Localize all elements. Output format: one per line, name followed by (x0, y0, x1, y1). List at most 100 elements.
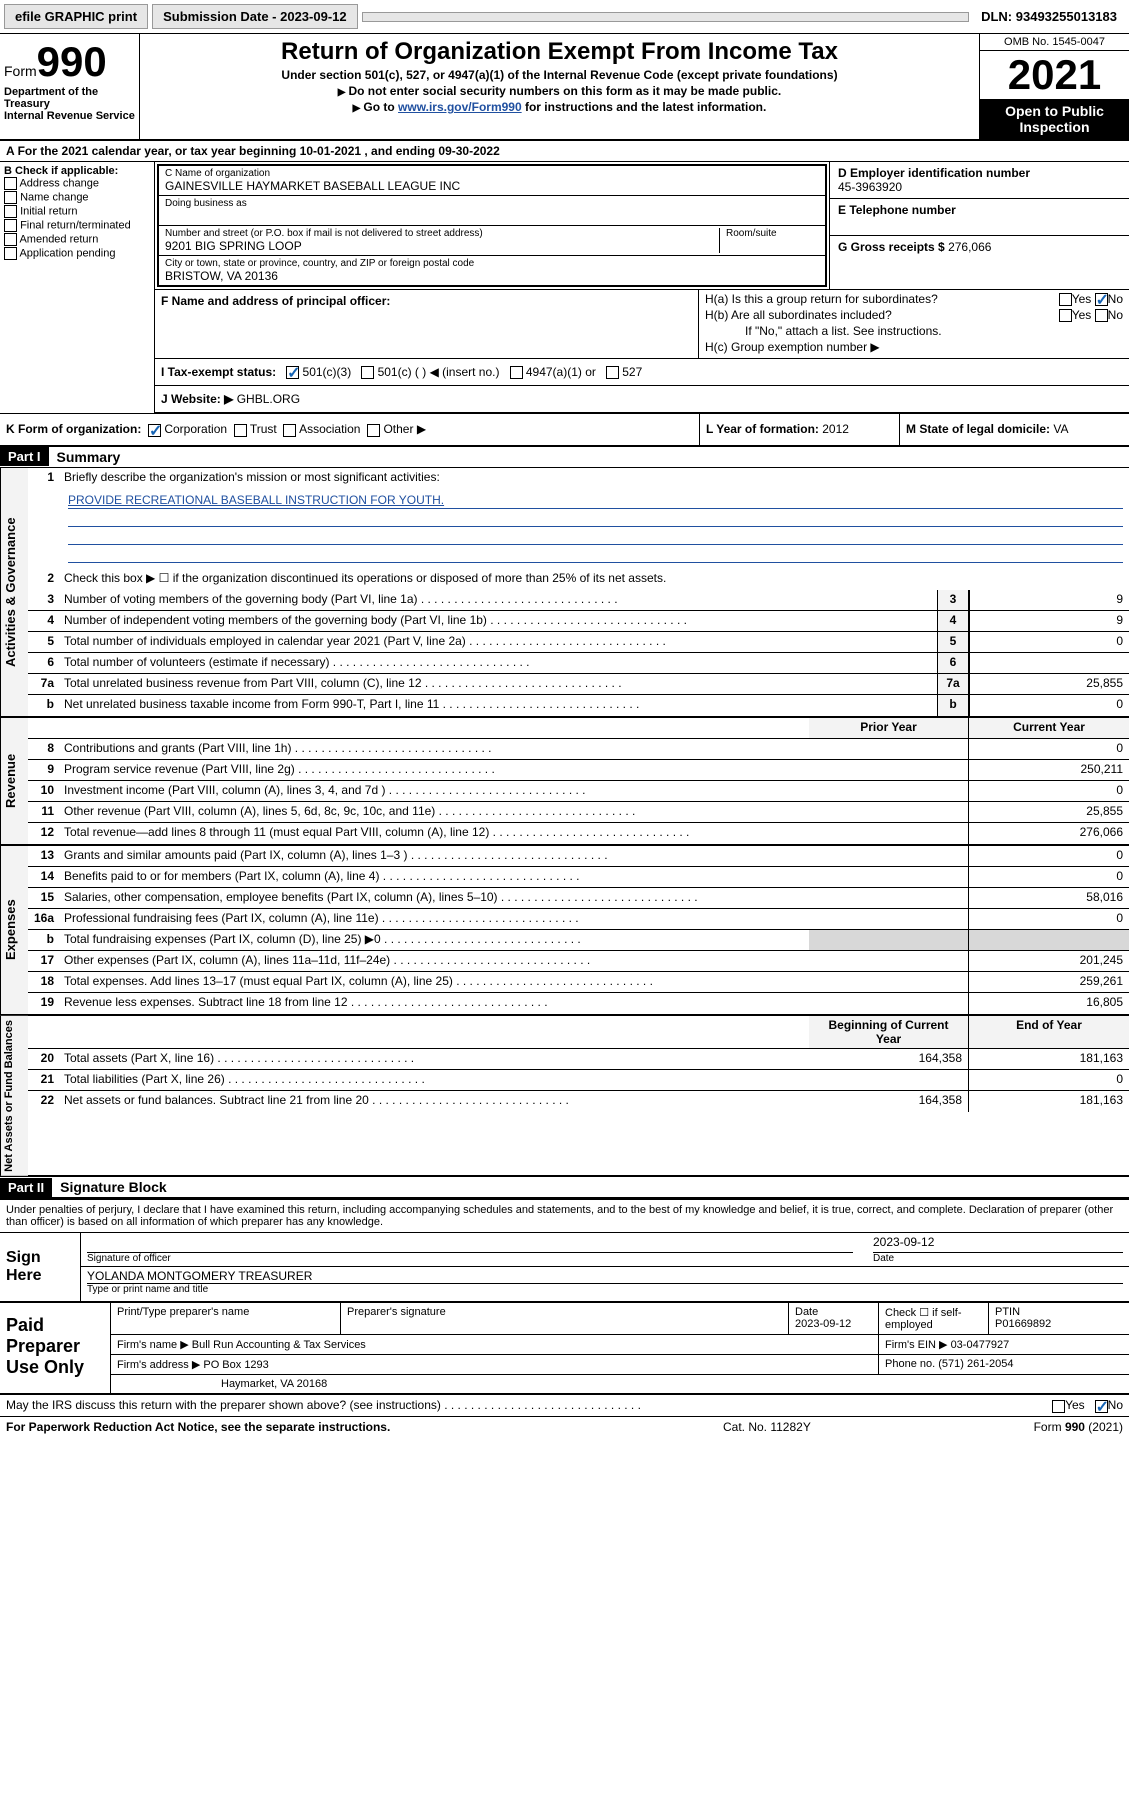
ptin-label: PTIN (995, 1306, 1123, 1318)
table-row: 20Total assets (Part X, line 16)164,3581… (28, 1049, 1129, 1070)
hb-yes-checkbox[interactable] (1059, 309, 1072, 322)
part-2-header: Part II (0, 1178, 52, 1197)
part-1-header: Part I (0, 447, 49, 466)
revenue-section: Revenue Prior Year Current Year 8Contrib… (0, 718, 1129, 846)
side-label-governance: Activities & Governance (0, 468, 28, 716)
501c-checkbox[interactable] (361, 366, 374, 379)
firm-phone-label: Phone no. (885, 1358, 938, 1370)
corp-checkbox[interactable] (148, 424, 161, 437)
tax-exempt-label: I Tax-exempt status: (161, 365, 276, 379)
self-employed-check[interactable]: Check ☐ if self-employed (879, 1303, 989, 1334)
firm-name-label: Firm's name ▶ (117, 1339, 189, 1351)
preparer-date-label: Date (795, 1306, 872, 1318)
firm-ein-value: 03-0477927 (951, 1339, 1010, 1351)
table-row: 7aTotal unrelated business revenue from … (28, 674, 1129, 695)
city-value: BRISTOW, VA 20136 (165, 269, 819, 283)
preparer-name-header: Print/Type preparer's name (111, 1303, 341, 1334)
checkbox-name-change[interactable]: Name change (4, 191, 150, 204)
box-c-name-address: C Name of organization GAINESVILLE HAYMA… (157, 164, 827, 287)
hb-no-checkbox[interactable] (1095, 309, 1108, 322)
phone-label: E Telephone number (838, 203, 1121, 217)
discuss-no-checkbox[interactable] (1095, 1400, 1108, 1413)
table-row: 10Investment income (Part VIII, column (… (28, 781, 1129, 802)
discuss-text: May the IRS discuss this return with the… (6, 1398, 441, 1412)
form-instructions-link[interactable]: www.irs.gov/Form990 (398, 100, 522, 114)
box-j-website: J Website: ▶ GHBL.ORG (155, 386, 1129, 413)
efile-print-button[interactable]: efile GRAPHIC print (4, 4, 148, 29)
sig-date-value: 2023-09-12 (873, 1235, 1123, 1253)
officer-name-title: YOLANDA MONTGOMERY TREASURER (87, 1269, 1123, 1284)
org-name-value: GAINESVILLE HAYMARKET BASEBALL LEAGUE IN… (165, 179, 819, 193)
checkbox-initial-return[interactable]: Initial return (4, 205, 150, 218)
assoc-checkbox[interactable] (283, 424, 296, 437)
mission-text[interactable]: PROVIDE RECREATIONAL BASEBALL INSTRUCTIO… (68, 493, 444, 507)
checkbox-amended-return[interactable]: Amended return (4, 233, 150, 246)
table-row: 4Number of independent voting members of… (28, 611, 1129, 632)
box-i-tax-exempt: I Tax-exempt status: 501(c)(3) 501(c) ( … (155, 359, 1129, 385)
col-header-prior: Prior Year (809, 718, 969, 738)
ha-label: H(a) Is this a group return for subordin… (705, 292, 938, 306)
expenses-section: Expenses 13Grants and similar amounts pa… (0, 846, 1129, 1016)
side-label-revenue: Revenue (0, 718, 28, 844)
table-row: 14Benefits paid to or for members (Part … (28, 867, 1129, 888)
checkbox-application-pending[interactable]: Application pending (4, 247, 150, 260)
4947-checkbox[interactable] (510, 366, 523, 379)
firm-addr-label: Firm's address ▶ (117, 1359, 200, 1371)
firm-addr-1: PO Box 1293 (203, 1359, 268, 1371)
other-checkbox[interactable] (367, 424, 380, 437)
form-subtitle-3-pre: Go to (363, 100, 398, 114)
table-row: 19Revenue less expenses. Subtract line 1… (28, 993, 1129, 1014)
form-page-ref: Form 990 (2021) (923, 1420, 1123, 1434)
row-k-l-m: K Form of organization: Corporation Trus… (0, 414, 1129, 446)
top-toolbar: efile GRAPHIC print Submission Date - 20… (0, 0, 1129, 34)
part-2-title: Signature Block (52, 1177, 175, 1197)
paperwork-notice: For Paperwork Reduction Act Notice, see … (6, 1420, 723, 1434)
line-1-label: Briefly describe the organization's miss… (60, 468, 1129, 489)
table-row: 18Total expenses. Add lines 13–17 (must … (28, 972, 1129, 993)
checkbox-address-change[interactable]: Address change (4, 177, 150, 190)
part-1-title: Summary (49, 447, 129, 467)
spacer-field (362, 12, 969, 22)
ha-no-checkbox[interactable] (1095, 293, 1108, 306)
trust-checkbox[interactable] (234, 424, 247, 437)
paid-preparer-label: Paid Preparer Use Only (0, 1303, 110, 1393)
perjury-declaration: Under penalties of perjury, I declare th… (0, 1200, 1129, 1232)
boxes-c-to-h: C Name of organization GAINESVILLE HAYMA… (155, 162, 1129, 413)
room-label: Room/suite (726, 228, 819, 239)
signature-block: Under penalties of perjury, I declare th… (0, 1198, 1129, 1301)
sig-date-label: Date (873, 1253, 1123, 1264)
checkbox-final-return[interactable]: Final return/terminated (4, 219, 150, 232)
sign-here-label: Sign Here (0, 1233, 80, 1301)
hb-label: H(b) Are all subordinates included? (705, 308, 892, 322)
form-number: 990 (37, 38, 107, 85)
501c3-checkbox[interactable] (286, 366, 299, 379)
website-label: J Website: ▶ (161, 392, 233, 406)
table-row: 5Total number of individuals employed in… (28, 632, 1129, 653)
table-row: 22Net assets or fund balances. Subtract … (28, 1091, 1129, 1112)
527-checkbox[interactable] (606, 366, 619, 379)
hc-label: H(c) Group exemption number ▶ (705, 340, 1123, 354)
firm-addr-2: Haymarket, VA 20168 (111, 1375, 1129, 1393)
firm-name-value: Bull Run Accounting & Tax Services (192, 1339, 366, 1351)
addr-label: Number and street (or P.O. box if mail i… (165, 228, 719, 239)
ein-label: D Employer identification number (838, 166, 1121, 180)
boxes-d-e-g: D Employer identification number 45-3963… (829, 162, 1129, 289)
dept-irs: Internal Revenue Service (4, 110, 135, 122)
col-header-begin: Beginning of Current Year (809, 1016, 969, 1048)
ha-yes-checkbox[interactable] (1059, 293, 1072, 306)
dept-treasury: Department of the Treasury (4, 86, 135, 110)
table-row: 16aProfessional fundraising fees (Part I… (28, 909, 1129, 930)
form-subtitle-1: Under section 501(c), 527, or 4947(a)(1)… (148, 68, 971, 82)
form-label: Form (4, 63, 37, 79)
addr-value: 9201 BIG SPRING LOOP (165, 239, 719, 253)
ptin-value: P01669892 (995, 1318, 1123, 1330)
form-title-box: Return of Organization Exempt From Incom… (140, 34, 979, 139)
box-m-state: M State of legal domicile: VA (899, 414, 1129, 444)
discuss-yes-checkbox[interactable] (1052, 1400, 1065, 1413)
name-title-label: Type or print name and title (87, 1284, 1123, 1295)
form-year-box: OMB No. 1545-0047 2021 Open to Public In… (979, 34, 1129, 139)
website-value: GHBL.ORG (237, 392, 300, 406)
form-header: Form990 Department of the Treasury Inter… (0, 34, 1129, 141)
public-inspection-badge: Open to Public Inspection (980, 99, 1129, 139)
line-a-tax-year: A For the 2021 calendar year, or tax yea… (0, 141, 1129, 162)
